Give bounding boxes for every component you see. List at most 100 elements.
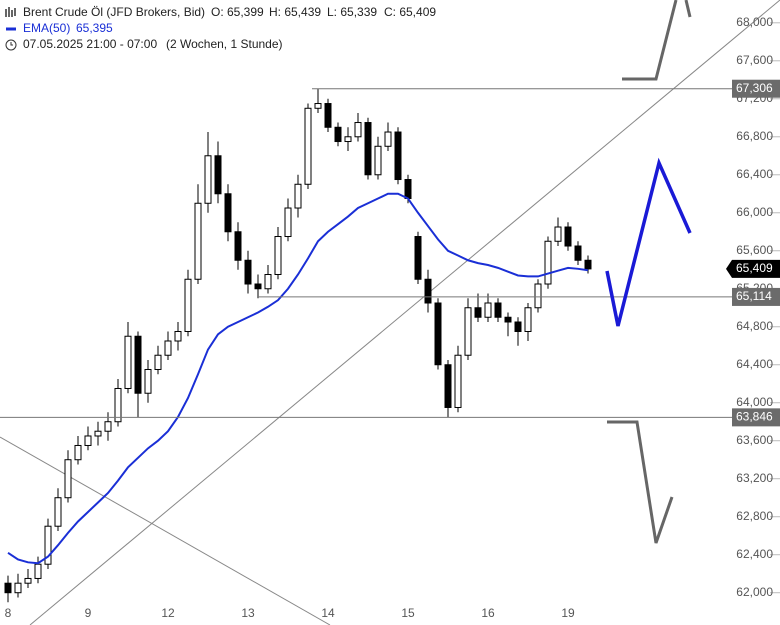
x-tick-label: 13 [241, 606, 255, 620]
candle-body [284, 207, 292, 238]
y-tick-label: 65,600 [736, 243, 773, 257]
candle-body [474, 307, 482, 318]
title: Brent Crude Öl (JFD Brokers, Bid) [23, 5, 205, 19]
candle-body [24, 577, 32, 584]
ema-value: 65,395 [76, 21, 113, 35]
candle-body [314, 103, 322, 109]
date-range: 07.05.2025 21:00 - 07:00 [23, 37, 157, 51]
ema-line [7, 192, 589, 565]
candle-body [524, 307, 532, 332]
candle-body [514, 321, 522, 332]
candle-body [504, 316, 512, 323]
candle-body [484, 302, 492, 318]
high: H: 65,439 [269, 5, 321, 19]
candle-body [564, 226, 572, 247]
candle-body [4, 582, 12, 594]
candle-body [464, 307, 472, 356]
y-tick-label: 62,000 [736, 585, 773, 599]
level-label: 63,846 [736, 410, 773, 424]
candle-body [444, 364, 452, 408]
candle-body [224, 193, 232, 233]
candle-body [264, 274, 272, 290]
y-tick-label: 63,200 [736, 471, 773, 485]
candle-body [54, 497, 62, 527]
trend-line [0, 436, 331, 625]
candle-body [334, 126, 342, 143]
scenario-arrow [607, 420, 674, 544]
low: L: 65,339 [327, 5, 377, 19]
candle-body [394, 131, 402, 181]
x-tick-label: 8 [5, 606, 12, 620]
candle-body [214, 155, 222, 195]
candle-body [574, 245, 582, 261]
candle-body [184, 278, 192, 332]
x-tick-label: 16 [481, 606, 495, 620]
trend-line [29, 0, 780, 625]
y-tick-label: 62,800 [736, 509, 773, 523]
header-bg [0, 0, 440, 54]
y-tick-label: 63,600 [736, 433, 773, 447]
candle-body [74, 444, 82, 461]
candle-body [204, 155, 212, 204]
candle-body [124, 335, 132, 389]
candle-body [304, 107, 312, 185]
candle-body [14, 582, 22, 594]
level-box [732, 287, 780, 306]
candle-body [234, 231, 242, 261]
candle-body [384, 131, 392, 147]
candle-body [174, 330, 182, 342]
level-label: 65,114 [736, 289, 772, 303]
candle-body [584, 259, 592, 270]
candle-body [134, 335, 142, 394]
period: (2 Wochen, 1 Stunde) [166, 37, 283, 51]
level-box [732, 408, 780, 427]
price-label: 65,409 [736, 261, 773, 275]
candle-body [294, 183, 302, 209]
candle-body [454, 354, 462, 408]
candle-body [44, 525, 52, 565]
candle-body [34, 563, 42, 579]
scenario-arrow [622, 0, 678, 81]
candle-body [144, 368, 152, 394]
clock-icon [10, 42, 13, 46]
candle-body [354, 122, 362, 138]
candle-body [534, 283, 542, 309]
y-tick-label: 64,400 [736, 357, 773, 371]
candle-body [274, 236, 282, 276]
candle-body [494, 302, 502, 318]
y-tick-label: 62,400 [736, 547, 773, 561]
x-tick-label: 9 [85, 606, 92, 620]
candle-body [554, 226, 562, 242]
candle-body [114, 387, 122, 423]
candle-body [324, 103, 332, 128]
candle-body [104, 421, 112, 432]
level-box [732, 79, 780, 98]
candle-body [244, 259, 252, 285]
x-tick-label: 19 [561, 606, 575, 620]
candle-body [64, 459, 72, 499]
candle-body [364, 122, 372, 176]
icon [5, 7, 16, 17]
scenario-arrow [605, 157, 692, 327]
clock-icon [5, 39, 17, 51]
candle-body [414, 236, 422, 280]
candle-body [344, 136, 352, 143]
candle-body [194, 202, 202, 280]
close: C: 65,409 [384, 5, 436, 19]
candle-body [424, 278, 432, 304]
x-tick-label: 15 [401, 606, 415, 620]
candle-body [434, 302, 442, 366]
candle-body [544, 240, 552, 285]
candle-body [164, 340, 172, 356]
candle-body [84, 435, 92, 446]
y-tick-label: 66,800 [736, 129, 773, 143]
x-tick-label: 14 [321, 606, 335, 620]
ema-name: EMA(50) [23, 21, 70, 35]
candle-body [404, 179, 412, 200]
candle-body [254, 283, 262, 290]
y-tick-label: 68,000 [736, 15, 773, 29]
x-tick-label: 12 [161, 606, 175, 620]
y-tick-label: 67,600 [736, 53, 773, 67]
y-tick-label: 66,400 [736, 167, 773, 181]
